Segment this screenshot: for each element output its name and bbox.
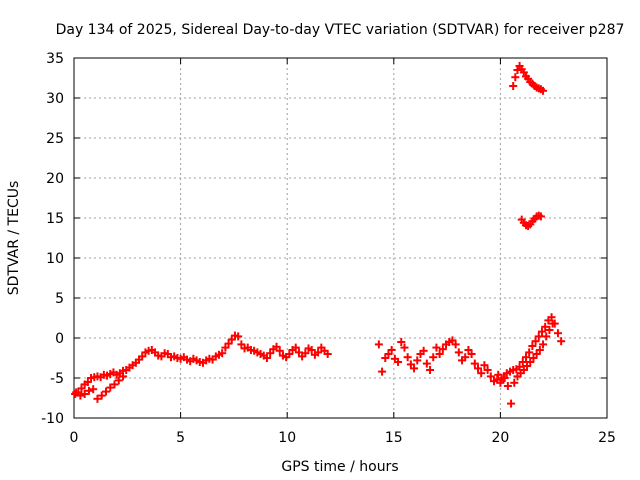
data-point: [413, 356, 422, 365]
x-tick-label: 20: [491, 430, 509, 446]
data-point: [477, 369, 486, 378]
data-point: [387, 346, 396, 354]
data-point: [486, 372, 495, 381]
data-point: [106, 383, 115, 392]
grid: [74, 58, 607, 418]
data-point: [500, 374, 509, 382]
data-point: [553, 329, 562, 338]
data-point: [397, 338, 406, 346]
data-points: [71, 62, 566, 408]
data-point: [542, 332, 551, 341]
data-point: [494, 370, 503, 379]
data-point: [93, 394, 102, 403]
data-point: [535, 346, 544, 354]
data-point: [400, 343, 409, 352]
data-point: [374, 340, 383, 349]
data-point: [262, 354, 271, 362]
data-point: [419, 346, 428, 355]
y-tick-label: -10: [41, 411, 64, 427]
data-point: [76, 391, 85, 400]
data-point: [557, 337, 566, 346]
data-point: [539, 86, 548, 95]
data-point: [515, 362, 524, 371]
data-point: [536, 212, 545, 221]
data-point: [72, 388, 81, 397]
data-point: [410, 364, 419, 373]
y-tick-label: 25: [46, 131, 64, 147]
y-tick-label: 0: [55, 331, 64, 347]
axis-ticks: [73, 57, 608, 419]
y-tick-label: 10: [46, 251, 64, 267]
data-point: [510, 378, 519, 387]
x-tick-label: 25: [598, 430, 616, 446]
data-point: [461, 353, 470, 362]
data-point: [528, 342, 537, 350]
data-point: [547, 313, 556, 322]
data-point: [432, 343, 441, 352]
data-point: [426, 366, 435, 374]
data-point: [114, 376, 123, 385]
data-point: [545, 326, 554, 334]
data-point: [394, 358, 403, 366]
data-point: [291, 343, 300, 352]
data-point: [275, 346, 284, 355]
y-tick-label: 5: [55, 291, 64, 307]
data-point: [474, 364, 483, 373]
data-point: [548, 319, 557, 328]
y-tick-label: 35: [46, 51, 64, 67]
data-point: [521, 353, 530, 362]
y-axis-label: SDTVAR / TECUs: [6, 181, 22, 296]
data-point: [511, 73, 520, 82]
y-tick-label: 20: [46, 171, 64, 187]
data-point: [110, 380, 119, 389]
x-tick-label: 10: [278, 430, 296, 446]
data-point: [101, 387, 110, 396]
data-point: [483, 366, 492, 374]
y-tick-label: -5: [50, 371, 64, 387]
data-point: [89, 385, 98, 394]
data-point: [537, 327, 546, 336]
data-point: [119, 372, 128, 381]
data-point: [507, 399, 516, 408]
data-point: [97, 391, 106, 400]
data-point: [534, 332, 543, 341]
data-point: [451, 340, 460, 349]
data-point: [539, 340, 548, 349]
data-point: [531, 337, 540, 346]
data-point: [234, 332, 243, 341]
data-point: [525, 348, 534, 357]
data-point: [503, 382, 512, 390]
data-point: [314, 348, 323, 357]
data-point: [467, 350, 476, 358]
plot-frame: [73, 57, 608, 419]
x-tick-label: 0: [70, 430, 79, 446]
tick-labels: 0 5 10 15 20 25 -10 -5 0 5 10 15 20 25 30 35: [41, 51, 616, 446]
data-point: [518, 358, 527, 366]
x-tick-label: 5: [176, 430, 185, 446]
data-point: [480, 361, 489, 370]
data-point: [84, 386, 93, 395]
data-point: [218, 349, 227, 358]
x-axis-label: GPS time / hours: [281, 459, 398, 475]
data-point: [301, 349, 310, 358]
y-tick-label: 15: [46, 211, 64, 227]
data-point: [470, 359, 479, 368]
data-point: [438, 345, 447, 354]
data-point: [422, 359, 431, 368]
data-point: [323, 350, 332, 358]
data-point: [378, 367, 387, 376]
data-point: [429, 353, 438, 362]
data-point: [307, 346, 316, 354]
data-point: [509, 82, 518, 90]
data-point: [403, 353, 412, 362]
x-tick-label: 15: [385, 430, 403, 446]
data-point: [435, 350, 444, 358]
data-point: [454, 348, 463, 357]
data-point: [80, 390, 89, 398]
data-point: [541, 322, 550, 331]
chart-title: Day 134 of 2025, Sidereal Day-to-day VTE…: [56, 22, 625, 38]
y-tick-label: 30: [46, 91, 64, 107]
